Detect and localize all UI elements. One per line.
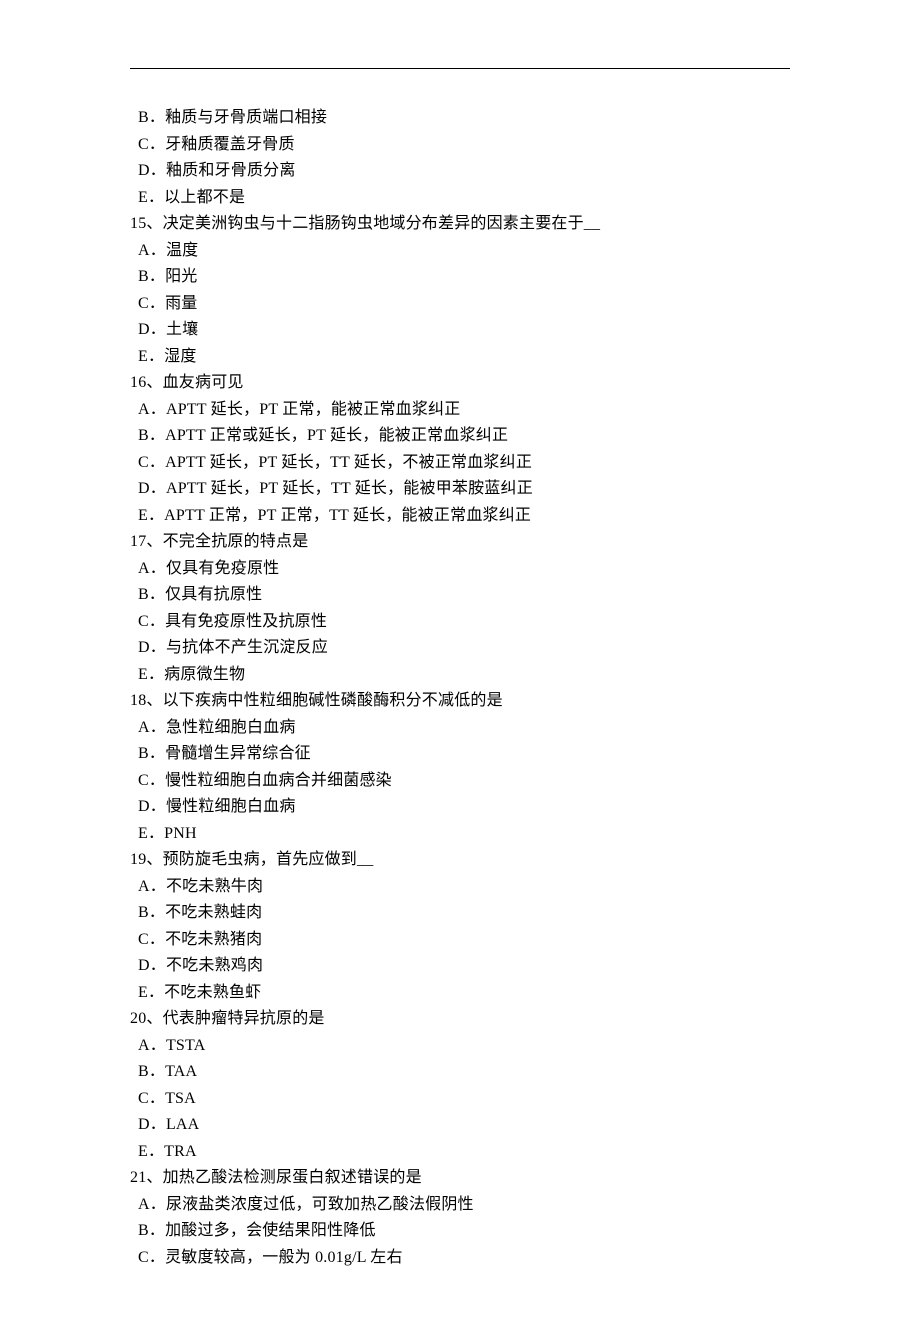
question-0-option-3: D．土壤 [130,317,790,344]
question-2-option-1: B．仅具有抗原性 [130,582,790,609]
question-0-option-4: E．湿度 [130,344,790,371]
question-4-stem: 19、预防旋毛虫病，首先应做到__ [130,847,790,874]
question-3-stem: 18、以下疾病中性粒细胞碱性磷酸酶积分不减低的是 [130,688,790,715]
question-0-stem: 15、决定美洲钩虫与十二指肠钩虫地域分布差异的因素主要在于__ [130,211,790,238]
document-page: B．釉质与牙骨质端口相接C．牙釉质覆盖牙骨质D．釉质和牙骨质分离E．以上都不是1… [0,0,920,1331]
question-1-option-0: A．APTT 延长，PT 正常，能被正常血浆纠正 [130,397,790,424]
question-4-option-0: A．不吃未熟牛肉 [130,874,790,901]
question-6-option-0: A．尿液盐类浓度过低，可致加热乙酸法假阴性 [130,1192,790,1219]
question-3-option-1: B．骨髓增生异常综合征 [130,741,790,768]
orphan-option-2: D．釉质和牙骨质分离 [130,158,790,185]
question-5-option-2: C．TSA [130,1086,790,1113]
orphan-option-3: E．以上都不是 [130,185,790,212]
question-4-option-1: B．不吃未熟蛙肉 [130,900,790,927]
question-0-option-2: C．雨量 [130,291,790,318]
orphan-option-0: B．釉质与牙骨质端口相接 [130,105,790,132]
question-1-option-4: E．APTT 正常，PT 正常，TT 延长，能被正常血浆纠正 [130,503,790,530]
question-5-option-4: E．TRA [130,1139,790,1166]
question-2-stem: 17、不完全抗原的特点是 [130,529,790,556]
question-3-option-2: C．慢性粒细胞白血病合并细菌感染 [130,768,790,795]
question-6-option-1: B．加酸过多，会使结果阳性降低 [130,1218,790,1245]
page-rule [130,68,790,69]
question-2-option-4: E．病原微生物 [130,662,790,689]
question-5-option-1: B．TAA [130,1059,790,1086]
question-5-option-0: A．TSTA [130,1033,790,1060]
question-4-option-4: E．不吃未熟鱼虾 [130,980,790,1007]
question-4-option-3: D．不吃未熟鸡肉 [130,953,790,980]
question-2-option-2: C．具有免疫原性及抗原性 [130,609,790,636]
question-3-option-3: D．慢性粒细胞白血病 [130,794,790,821]
question-4-option-2: C．不吃未熟猪肉 [130,927,790,954]
orphan-option-1: C．牙釉质覆盖牙骨质 [130,132,790,159]
question-2-option-3: D．与抗体不产生沉淀反应 [130,635,790,662]
question-5-stem: 20、代表肿瘤特异抗原的是 [130,1006,790,1033]
question-1-option-2: C．APTT 延长，PT 延长，TT 延长，不被正常血浆纠正 [130,450,790,477]
question-6-option-2: C．灵敏度较高，一般为 0.01g/L 左右 [130,1245,790,1272]
question-3-option-4: E．PNH [130,821,790,848]
question-1-option-1: B．APTT 正常或延长，PT 延长，能被正常血浆纠正 [130,423,790,450]
page-content: B．釉质与牙骨质端口相接C．牙釉质覆盖牙骨质D．釉质和牙骨质分离E．以上都不是1… [130,105,790,1271]
question-5-option-3: D．LAA [130,1112,790,1139]
question-1-stem: 16、血友病可见 [130,370,790,397]
question-6-stem: 21、加热乙酸法检测尿蛋白叙述错误的是 [130,1165,790,1192]
question-3-option-0: A．急性粒细胞白血病 [130,715,790,742]
question-0-option-1: B．阳光 [130,264,790,291]
question-0-option-0: A．温度 [130,238,790,265]
question-2-option-0: A．仅具有免疫原性 [130,556,790,583]
question-1-option-3: D．APTT 延长，PT 延长，TT 延长，能被甲苯胺蓝纠正 [130,476,790,503]
